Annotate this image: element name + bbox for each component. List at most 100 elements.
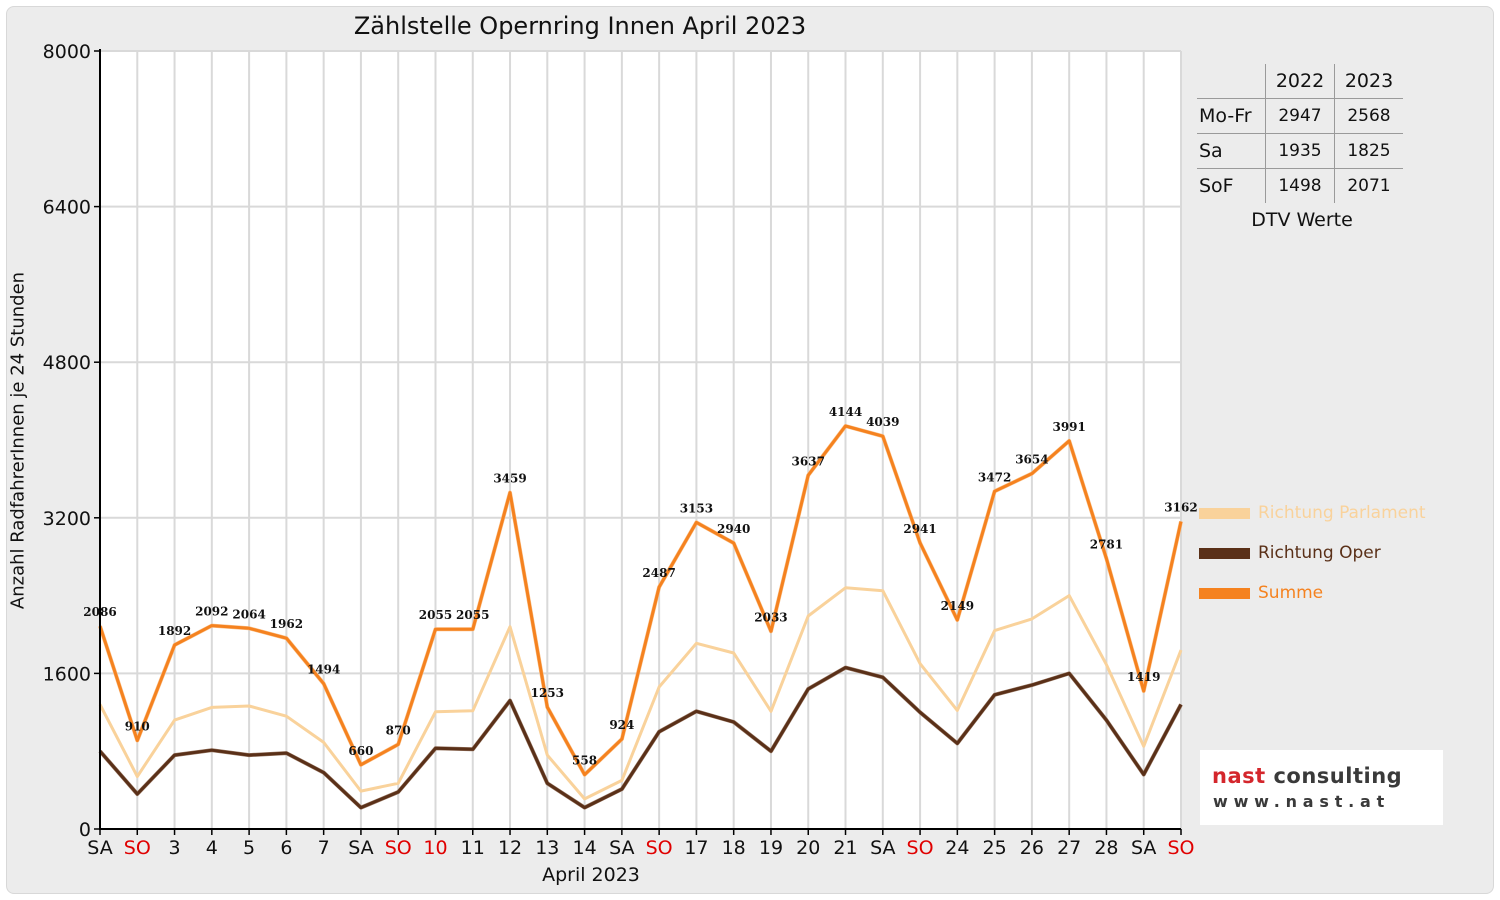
x-tick-label: 27 <box>1057 837 1081 859</box>
x-tick-label: SO <box>1167 837 1194 859</box>
dtv-row-label: Sa <box>1197 133 1266 169</box>
x-tick-label: 26 <box>1020 837 1044 859</box>
dtv-value-2023: 2568 <box>1334 98 1403 134</box>
y-tick-label: 4800 <box>43 352 91 374</box>
data-label: 2055 <box>419 608 452 622</box>
data-label: 2086 <box>83 605 116 619</box>
data-label: 1494 <box>307 663 340 677</box>
dtv-row: Mo-Fr 2947 2568 <box>1197 98 1403 134</box>
nast-consulting-logo: nast consulting www.nast.at <box>1200 750 1443 825</box>
logo-wordmark: nast consulting <box>1212 764 1402 788</box>
legend-swatch-parlament <box>1199 507 1250 519</box>
dtv-header-2023: 2023 <box>1334 64 1403 99</box>
x-tick-label: SO <box>385 837 412 859</box>
y-tick-label: 8000 <box>43 41 91 63</box>
x-tick-label: SO <box>907 837 934 859</box>
x-tick-label: 12 <box>498 837 522 859</box>
x-tick-label: 28 <box>1094 837 1118 859</box>
y-tick-label: 1600 <box>43 663 91 685</box>
dtv-header-2022: 2022 <box>1265 64 1335 99</box>
data-label: 2149 <box>941 599 974 613</box>
x-tick-label: 11 <box>461 837 485 859</box>
data-label: 3654 <box>1015 453 1048 467</box>
legend-label-oper: Richtung Oper <box>1258 543 1381 563</box>
x-tick-label: 6 <box>280 837 292 859</box>
x-tick-label: SA <box>1131 837 1156 859</box>
x-tick-label: 14 <box>572 837 596 859</box>
data-label: 3472 <box>978 470 1011 484</box>
dtv-value-2022: 2947 <box>1265 98 1335 134</box>
logo-url: www.nast.at <box>1213 792 1391 811</box>
data-label: 1253 <box>531 686 564 700</box>
x-axis-label: April 2023 <box>542 864 640 886</box>
data-label: 4144 <box>829 405 862 419</box>
dtv-row-label: Mo-Fr <box>1197 98 1266 134</box>
data-label: 2487 <box>642 566 675 580</box>
data-label: 1892 <box>158 624 191 638</box>
x-tick-label: SO <box>646 837 673 859</box>
legend-item-parlament: Richtung Parlament <box>1199 493 1426 533</box>
dtv-table: 2022 2023 Mo-Fr 2947 2568 Sa 1935 1825 S… <box>1197 64 1413 203</box>
series-line-summe <box>98 424 1183 777</box>
series-line-parlament <box>98 586 1183 801</box>
data-label: 660 <box>348 744 373 758</box>
data-label: 3153 <box>680 501 713 515</box>
chart-title: Zählstelle Opernring Innen April 2023 <box>353 12 807 40</box>
x-tick-label: 3 <box>169 837 181 859</box>
data-label: 2940 <box>717 522 750 536</box>
legend-item-summe: Summe <box>1199 573 1426 613</box>
dtv-row: SoF 1498 2071 <box>1197 168 1403 203</box>
data-label: 1419 <box>1127 670 1160 684</box>
plot-area <box>100 51 1181 829</box>
x-tick-label: 25 <box>983 837 1007 859</box>
chart-legend: Richtung Parlament Richtung Oper Summe <box>1199 493 1426 613</box>
x-tick-label: SO <box>124 837 151 859</box>
x-tick-label: SA <box>870 837 895 859</box>
logo-word-nast: nast <box>1212 764 1266 788</box>
dtv-value-2023: 2071 <box>1334 168 1403 203</box>
data-label: 2064 <box>232 607 265 621</box>
dtv-header-empty <box>1197 64 1266 99</box>
x-tick-label: 7 <box>318 837 330 859</box>
x-tick-label: 18 <box>722 837 746 859</box>
data-label: 3162 <box>1164 500 1197 514</box>
x-tick-label: 20 <box>796 837 820 859</box>
x-tick-label: 5 <box>243 837 255 859</box>
y-tick-label: 3200 <box>43 508 91 530</box>
data-label: 558 <box>572 754 597 768</box>
data-label: 2055 <box>456 608 489 622</box>
y-axis-label: Anzahl RadfahrerInnen je 24 Stunden <box>7 271 29 610</box>
dtv-row-label: SoF <box>1199 175 1234 197</box>
data-label: 2033 <box>754 610 787 624</box>
legend-swatch-summe <box>1199 587 1250 599</box>
data-label: 3991 <box>1052 420 1085 434</box>
series-line-oper <box>98 666 1183 810</box>
x-tick-label: 4 <box>206 837 218 859</box>
dtv-header-row: 2022 2023 <box>1197 64 1403 99</box>
x-tick-label: SA <box>609 837 634 859</box>
x-tick-label: 17 <box>684 837 708 859</box>
x-tick-label: 21 <box>833 837 857 859</box>
logo-word-consulting: consulting <box>1273 764 1403 788</box>
data-label: 3459 <box>493 472 526 486</box>
data-label: 1962 <box>270 617 303 631</box>
data-label: 2941 <box>903 522 936 536</box>
legend-label-summe: Summe <box>1258 583 1324 603</box>
x-tick-label: 13 <box>535 837 559 859</box>
dtv-value-2022: 1498 <box>1265 168 1335 203</box>
x-tick-label: 19 <box>759 837 783 859</box>
x-tick-label: 10 <box>423 837 447 859</box>
x-tick-label: SA <box>348 837 373 859</box>
data-label: 2781 <box>1090 538 1123 552</box>
dtv-caption: DTV Werte <box>1251 209 1353 231</box>
data-label: 910 <box>125 720 150 734</box>
dtv-row: Sa 1935 1825 <box>1197 133 1403 169</box>
y-tick-label: 0 <box>79 819 91 841</box>
data-label: 4039 <box>866 415 899 429</box>
x-tick-label: 24 <box>945 837 969 859</box>
dtv-value-2022: 1935 <box>1265 133 1335 169</box>
data-label: 924 <box>609 718 634 732</box>
legend-label-parlament: Richtung Parlament <box>1258 503 1426 523</box>
data-label: 870 <box>386 723 411 737</box>
x-tick-label: SA <box>87 837 112 859</box>
